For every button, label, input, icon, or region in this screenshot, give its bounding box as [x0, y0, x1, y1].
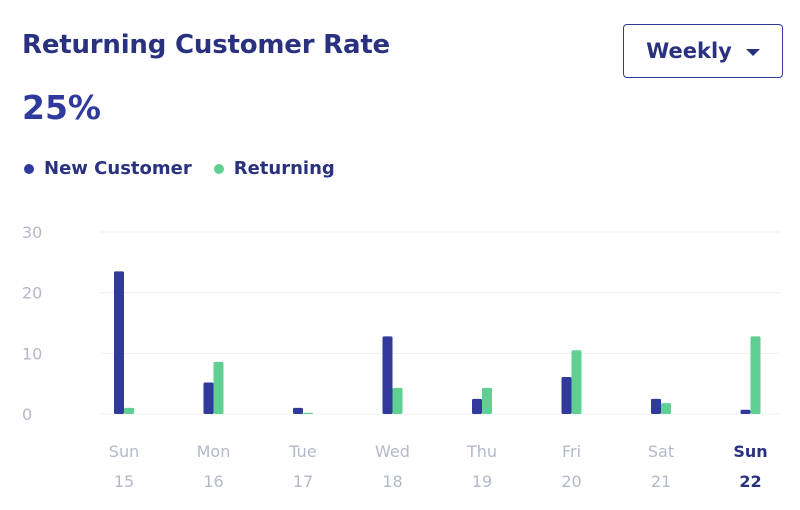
bar-returning	[750, 336, 761, 414]
chevron-down-icon	[745, 48, 760, 56]
bar-returning	[392, 387, 403, 414]
bar-returning	[661, 403, 671, 414]
y-tick-label: 30	[22, 223, 42, 242]
x-tick-date-label: 16	[203, 472, 223, 491]
x-tick-date-label: 19	[472, 472, 492, 491]
legend-label-returning: Returning	[233, 158, 335, 179]
x-tick-day-label: Sun	[109, 442, 139, 461]
bar-new-customer	[203, 382, 214, 414]
y-tick-label: 20	[22, 284, 42, 303]
x-tick-day-label: Wed	[375, 442, 410, 461]
bar-returning	[213, 361, 224, 414]
bar-new-customer	[293, 407, 303, 414]
legend-item-new-customer: New Customer	[24, 158, 192, 179]
y-tick-label: 10	[22, 344, 42, 363]
x-tick-day-label: Mon	[197, 442, 231, 461]
bar-returning	[571, 350, 582, 414]
legend-label-new-customer: New Customer	[44, 158, 192, 179]
bar-returning	[303, 412, 313, 414]
x-tick-day-label: Fri	[562, 442, 581, 461]
bar-returning	[124, 407, 134, 414]
x-tick-date-label: 17	[293, 472, 313, 491]
new-customer-dot-icon	[24, 163, 34, 174]
chart-title: Returning Customer Rate	[22, 30, 390, 60]
x-tick-date-label: 22	[739, 472, 761, 491]
y-tick-label: 0	[22, 405, 32, 424]
chart-legend: New Customer Returning	[24, 158, 335, 179]
bar-new-customer	[472, 398, 482, 414]
x-tick-day-label: Sat	[648, 442, 674, 461]
bar-new-customer	[651, 398, 661, 414]
bar-new-customer	[114, 271, 124, 414]
x-tick-date-label: 21	[651, 472, 671, 491]
x-tick-date-label: 15	[114, 472, 134, 491]
bar-new-customer	[740, 409, 751, 414]
period-dropdown[interactable]: Weekly	[623, 24, 783, 78]
bar-returning	[482, 387, 492, 414]
bar-new-customer	[561, 376, 572, 414]
x-tick-date-label: 20	[561, 472, 581, 491]
x-tick-day-label: Tue	[288, 442, 316, 461]
period-dropdown-label: Weekly	[646, 39, 732, 63]
x-tick-day-label: Sun	[733, 442, 767, 461]
x-tick-day-label: Thu	[466, 442, 497, 461]
returning-rate-value: 25%	[22, 88, 101, 127]
returning-dot-icon	[213, 163, 224, 174]
x-tick-date-label: 18	[382, 472, 402, 491]
legend-item-returning: Returning	[213, 158, 335, 179]
bar-new-customer	[382, 336, 393, 414]
